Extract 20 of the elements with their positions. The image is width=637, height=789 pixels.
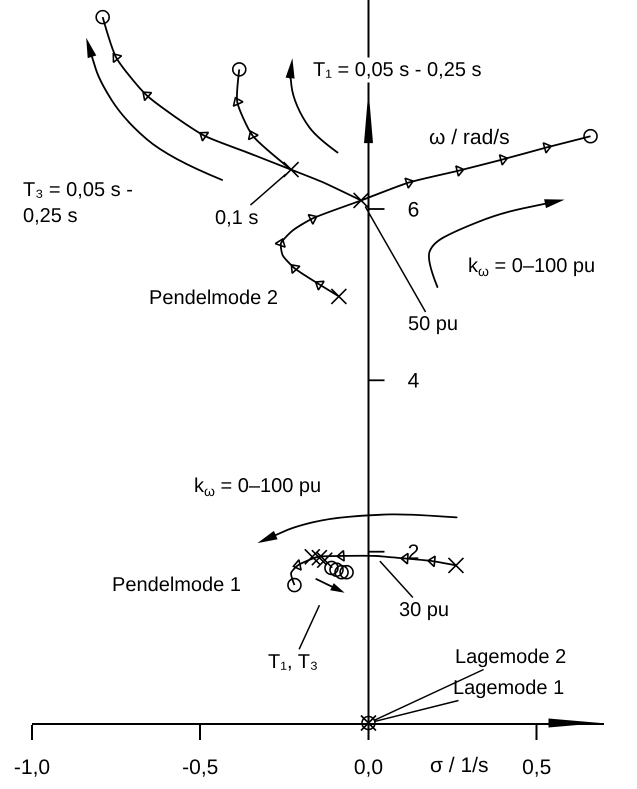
y-tick-label: 4: [408, 370, 420, 393]
x-axis-title: σ / 1/s: [430, 754, 488, 777]
annotation: Lagemode 1: [453, 677, 564, 699]
annotation: 50 pu: [408, 313, 458, 335]
y-tick-label: 6: [408, 198, 420, 222]
x-tick-label: 0,5: [522, 756, 552, 780]
x-tick-label: -1,0: [14, 756, 50, 780]
x-tick-label: -0,5: [182, 756, 218, 780]
annotation: T₁ = 0,05 s - 0,25 s: [313, 59, 482, 81]
annotation: Pendelmode 2: [149, 287, 278, 309]
x-tick-label: 0,0: [354, 756, 384, 780]
y-axis-title: ω / rad/s: [429, 126, 510, 149]
annotation: T₁, T₃: [268, 651, 318, 673]
annotation: 0,1 s: [215, 207, 258, 229]
annotation: Pendelmode 1: [112, 574, 241, 596]
annotation: T₃ = 0,05 s - 0,25 s: [23, 179, 133, 227]
annotation: k$_{ω}$ = 0–100 pu: [468, 255, 596, 280]
annotation: 30 pu: [399, 599, 450, 621]
annotation: k$_{ω}$ = 0–100 pu: [194, 475, 322, 500]
annotation: Lagemode 2: [455, 646, 566, 668]
